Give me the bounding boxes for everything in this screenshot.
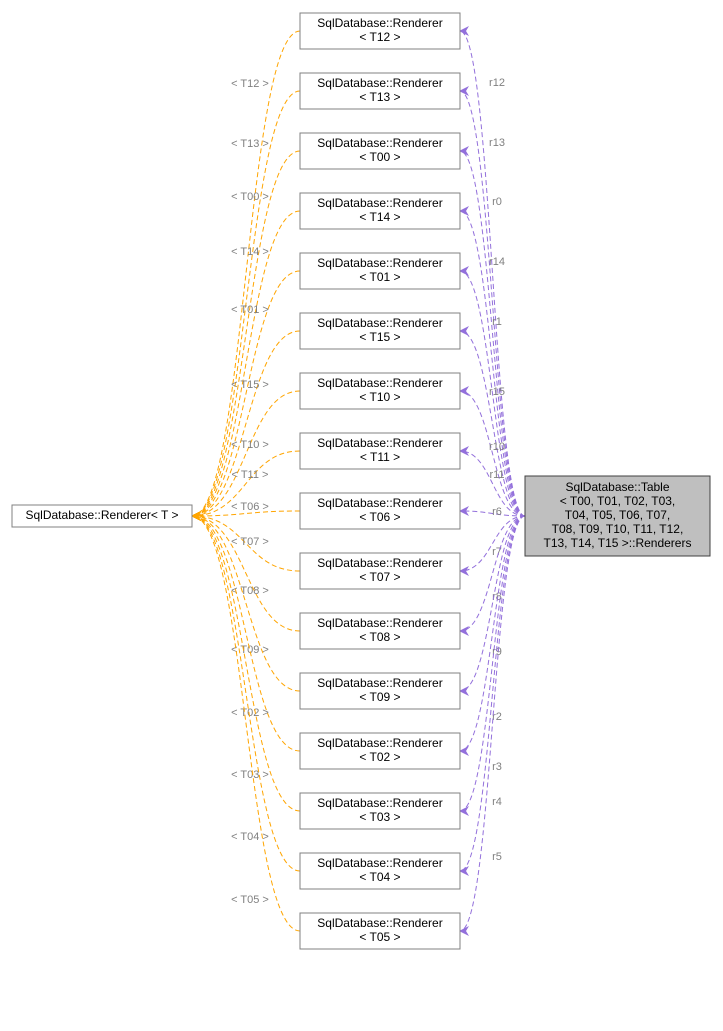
svg-text:SqlDatabase::Renderer: SqlDatabase::Renderer xyxy=(317,496,442,510)
template-label-T03: < T03 > xyxy=(231,769,269,781)
svg-text:< T00 >: < T00 > xyxy=(359,150,400,164)
svg-text:< T08 >: < T08 > xyxy=(359,630,400,644)
svg-text:T04, T05, T06, T07,: T04, T05, T06, T07, xyxy=(565,508,670,522)
member-label-T03: r3 xyxy=(492,761,502,773)
member-edge-T10 xyxy=(460,391,525,516)
node-T04[interactable]: SqlDatabase::Renderer< T04 > xyxy=(300,853,460,889)
svg-text:< T03 >: < T03 > xyxy=(359,810,400,824)
svg-text:< T07 >: < T07 > xyxy=(359,570,400,584)
member-label-T12: r12 xyxy=(489,77,505,89)
node-T08[interactable]: SqlDatabase::Renderer< T08 > xyxy=(300,613,460,649)
svg-text:SqlDatabase::Renderer: SqlDatabase::Renderer xyxy=(317,136,442,150)
collaboration-diagram: < T12 > r12 < T13 > r13 < T00 > r0 < T14 > r14 <… xyxy=(0,0,723,1031)
member-label-T06: r6 xyxy=(492,506,502,518)
template-edge-T03 xyxy=(192,516,300,811)
member-edge-T05 xyxy=(460,516,525,931)
svg-text:< T12 >: < T12 > xyxy=(359,30,400,44)
template-label-T13: < T13 > xyxy=(231,138,269,150)
svg-text:SqlDatabase::Renderer: SqlDatabase::Renderer xyxy=(317,436,442,450)
template-label-T07: < T07 > xyxy=(231,536,269,548)
svg-text:SqlDatabase::Renderer: SqlDatabase::Renderer xyxy=(317,916,442,930)
svg-text:< T00, T01, T02, T03,: < T00, T01, T02, T03, xyxy=(560,494,676,508)
svg-text:SqlDatabase::Renderer: SqlDatabase::Renderer xyxy=(317,16,442,30)
node-T03[interactable]: SqlDatabase::Renderer< T03 > xyxy=(300,793,460,829)
node-T13[interactable]: SqlDatabase::Renderer< T13 > xyxy=(300,73,460,109)
svg-text:< T05 >: < T05 > xyxy=(359,930,400,944)
member-label-T11: r11 xyxy=(489,469,504,481)
svg-text:< T14 >: < T14 > xyxy=(359,210,400,224)
node-T07[interactable]: SqlDatabase::Renderer< T07 > xyxy=(300,553,460,589)
svg-text:SqlDatabase::Renderer: SqlDatabase::Renderer xyxy=(317,76,442,90)
member-edge-T15 xyxy=(460,331,525,516)
svg-text:< T01 >: < T01 > xyxy=(359,270,400,284)
member-label-T05: r5 xyxy=(492,851,502,863)
member-label-T00: r0 xyxy=(492,196,502,208)
template-label-T08: < T08 > xyxy=(231,585,269,597)
template-label-T02: < T02 > xyxy=(231,707,269,719)
svg-text:SqlDatabase::Renderer: SqlDatabase::Renderer xyxy=(317,676,442,690)
svg-text:SqlDatabase::Renderer< T >: SqlDatabase::Renderer< T > xyxy=(26,508,179,522)
svg-text:SqlDatabase::Table: SqlDatabase::Table xyxy=(565,480,669,494)
member-label-T14: r14 xyxy=(489,256,505,268)
svg-text:SqlDatabase::Renderer: SqlDatabase::Renderer xyxy=(317,196,442,210)
svg-text:< T13 >: < T13 > xyxy=(359,90,400,104)
svg-text:SqlDatabase::Renderer: SqlDatabase::Renderer xyxy=(317,256,442,270)
node-T00[interactable]: SqlDatabase::Renderer< T00 > xyxy=(300,133,460,169)
node-T02[interactable]: SqlDatabase::Renderer< T02 > xyxy=(300,733,460,769)
template-label-T11: < T11 > xyxy=(232,469,269,481)
member-label-T13: r13 xyxy=(489,137,505,149)
template-label-T05: < T05 > xyxy=(231,894,269,906)
svg-text:SqlDatabase::Renderer: SqlDatabase::Renderer xyxy=(317,316,442,330)
node-T12[interactable]: SqlDatabase::Renderer< T12 > xyxy=(300,13,460,49)
node-renderers[interactable]: SqlDatabase::Table< T00, T01, T02, T03, … xyxy=(525,476,710,556)
template-edge-T08 xyxy=(192,516,300,631)
node-T06[interactable]: SqlDatabase::Renderer< T06 > xyxy=(300,493,460,529)
template-edge-T05 xyxy=(192,516,300,931)
node-T11[interactable]: SqlDatabase::Renderer< T11 > xyxy=(300,433,460,469)
svg-text:SqlDatabase::Renderer: SqlDatabase::Renderer xyxy=(317,856,442,870)
member-label-T10: r10 xyxy=(489,441,505,453)
svg-text:< T11 >: < T11 > xyxy=(360,450,400,464)
node-T01[interactable]: SqlDatabase::Renderer< T01 > xyxy=(300,253,460,289)
node-base[interactable]: SqlDatabase::Renderer< T > xyxy=(12,505,192,527)
svg-text:T13, T14, T15 >::Renderers: T13, T14, T15 >::Renderers xyxy=(544,536,692,550)
template-edge-T00 xyxy=(192,151,300,516)
template-label-T14: < T14 > xyxy=(231,246,269,258)
template-label-T01: < T01 > xyxy=(231,304,269,316)
template-edge-T15 xyxy=(192,331,300,516)
svg-text:SqlDatabase::Renderer: SqlDatabase::Renderer xyxy=(317,736,442,750)
svg-text:< T09 >: < T09 > xyxy=(359,690,400,704)
template-label-T10: < T10 > xyxy=(231,439,269,451)
node-T10[interactable]: SqlDatabase::Renderer< T10 > xyxy=(300,373,460,409)
svg-text:< T06 >: < T06 > xyxy=(359,510,400,524)
svg-text:SqlDatabase::Renderer: SqlDatabase::Renderer xyxy=(317,796,442,810)
svg-text:< T02 >: < T02 > xyxy=(359,750,400,764)
member-label-T04: r4 xyxy=(492,796,502,808)
member-label-T01: r1 xyxy=(492,316,502,328)
node-T15[interactable]: SqlDatabase::Renderer< T15 > xyxy=(300,313,460,349)
member-edge-T08 xyxy=(460,516,525,631)
svg-text:T08, T09, T10, T11, T12,: T08, T09, T10, T11, T12, xyxy=(552,522,684,536)
node-T14[interactable]: SqlDatabase::Renderer< T14 > xyxy=(300,193,460,229)
node-T05[interactable]: SqlDatabase::Renderer< T05 > xyxy=(300,913,460,949)
node-T09[interactable]: SqlDatabase::Renderer< T09 > xyxy=(300,673,460,709)
member-edge-T04 xyxy=(460,516,525,871)
member-label-T15: r15 xyxy=(489,386,505,398)
svg-text:< T15 >: < T15 > xyxy=(359,330,400,344)
template-label-T00: < T00 > xyxy=(231,191,269,203)
svg-text:< T04 >: < T04 > xyxy=(359,870,400,884)
template-label-T06: < T06 > xyxy=(231,501,269,513)
svg-text:SqlDatabase::Renderer: SqlDatabase::Renderer xyxy=(317,376,442,390)
template-label-T15: < T15 > xyxy=(231,379,269,391)
svg-text:< T10 >: < T10 > xyxy=(359,390,400,404)
member-edge-T07 xyxy=(460,516,525,571)
svg-text:SqlDatabase::Renderer: SqlDatabase::Renderer xyxy=(317,616,442,630)
template-label-T12: < T12 > xyxy=(231,78,269,90)
svg-text:SqlDatabase::Renderer: SqlDatabase::Renderer xyxy=(317,556,442,570)
template-label-T04: < T04 > xyxy=(231,831,269,843)
